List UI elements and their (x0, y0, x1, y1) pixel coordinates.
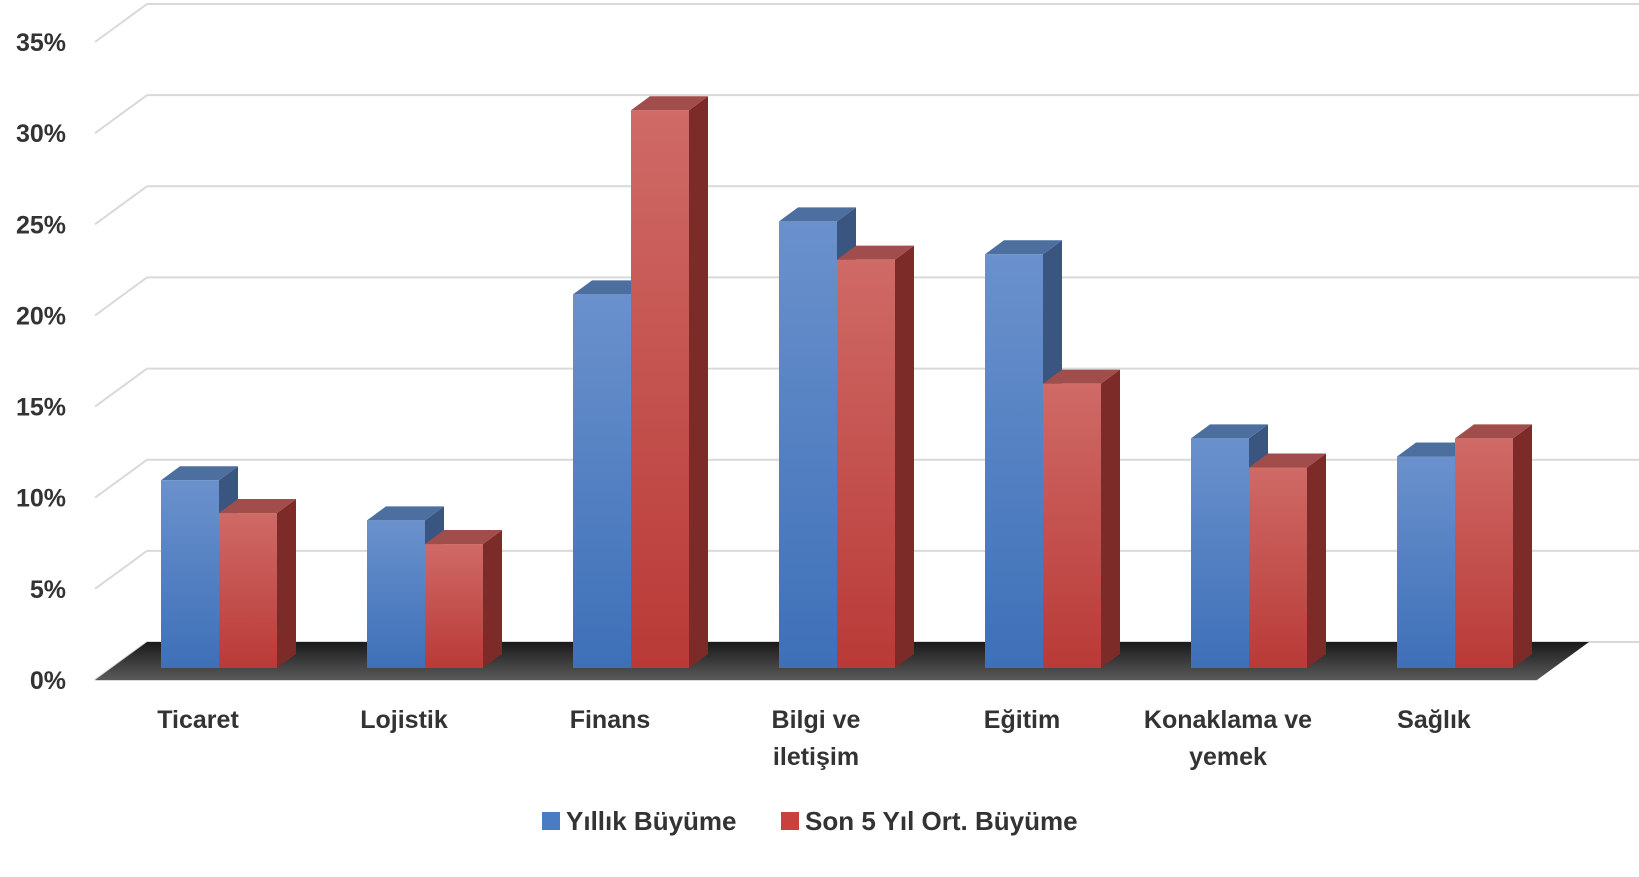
y-tick-label: 20% (16, 302, 66, 330)
bar-son5yil (1043, 369, 1120, 668)
x-category-label: Konaklama ve yemek (1144, 706, 1312, 771)
x-axis-categories: Ticaret Lojistik Finans Bilgi ve iletişim Eği… (157, 706, 1471, 771)
y-tick-label: 30% (16, 120, 66, 148)
x-category-label: Ticaret (157, 706, 239, 734)
x-category-label: Finans (570, 706, 651, 734)
x-category-label: Bilgi ve iletişim (772, 706, 861, 771)
y-tick-label: 5% (30, 576, 66, 604)
gridline (94, 185, 1639, 226)
bar-son5yil (425, 530, 502, 668)
gridline (94, 3, 1639, 43)
x-category-label: Lojistik (360, 706, 448, 734)
bar-son5yil (219, 499, 296, 668)
bar-son5yil (837, 245, 914, 668)
legend-label: Yıllık Büyüme (566, 806, 737, 836)
bar-son5yil (1249, 453, 1326, 668)
y-tick-label: 0% (30, 667, 66, 695)
legend-item: Yıllık Büyüme (542, 806, 737, 836)
bars (161, 96, 1532, 669)
legend-swatch (542, 812, 560, 830)
y-axis-ticks: 0% 5% 10% 15% 20% 25% 30% 35% (16, 29, 66, 695)
legend-swatch (781, 812, 799, 830)
y-tick-label: 35% (16, 29, 66, 57)
gridline (94, 94, 1639, 134)
y-tick-label: 25% (16, 211, 66, 239)
x-category-label: Sağlık (1397, 706, 1471, 734)
x-category-label: Eğitim (984, 706, 1060, 734)
bar-son5yil (1455, 424, 1532, 668)
legend-label: Son 5 Yıl Ort. Büyüme (805, 806, 1078, 836)
y-tick-label: 10% (16, 485, 66, 513)
legend: Yıllık Büyüme Son 5 Yıl Ort. Büyüme (542, 806, 1078, 836)
legend-item: Son 5 Yıl Ort. Büyüme (781, 806, 1078, 836)
y-tick-label: 15% (16, 394, 66, 422)
bar-son5yil (631, 96, 708, 669)
